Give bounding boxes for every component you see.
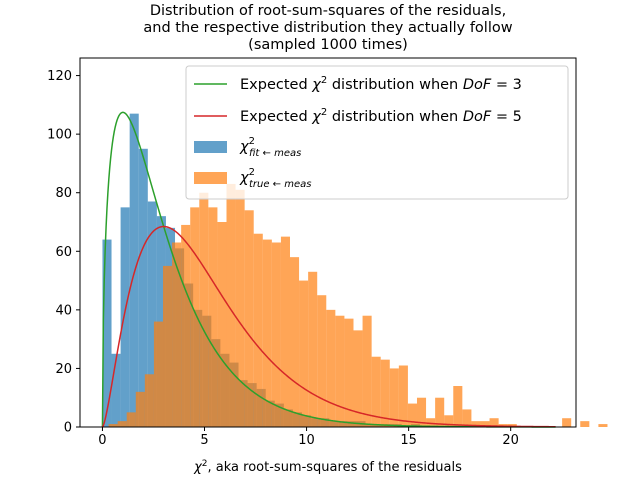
true-histogram-bar: [344, 318, 354, 427]
true-histogram-bar: [244, 210, 254, 427]
y-tick-label: 80: [55, 186, 72, 201]
true-histogram-bar: [507, 424, 517, 427]
true-histogram-bar: [562, 418, 572, 427]
x-tick-label: 10: [298, 433, 315, 448]
true-histogram-bar: [190, 207, 200, 427]
legend-fit-swatch: [194, 141, 227, 153]
tick-marks: 0 5 10 15 20 0 20 40 60 80 100 120: [47, 69, 519, 448]
true-histogram-bar: [416, 397, 427, 427]
chart-title-line-2: and the respective distribution they act…: [143, 20, 512, 36]
fit-histogram-bar: [111, 353, 121, 427]
true-histogram-bar: [407, 403, 417, 427]
true-histogram-bar: [489, 418, 499, 427]
fit-histogram-bar: [147, 201, 157, 427]
true-histogram-bar: [289, 257, 300, 427]
true-histogram-bar: [217, 222, 227, 427]
true-histogram-bar: [326, 309, 336, 427]
true-histogram-bar: [126, 412, 136, 427]
true-histogram-bar: [598, 424, 608, 427]
true-histogram-bar: [262, 239, 272, 427]
legend-dof5-label: Expected χ2 distribution when DoF = 5: [240, 107, 522, 125]
true-histogram-bar: [208, 207, 218, 427]
chart-title: Distribution of root-sum-squares of the …: [143, 3, 512, 53]
true-histogram-bar: [280, 236, 290, 427]
y-tick-label: 60: [55, 245, 72, 260]
true-histogram-bar: [317, 295, 327, 427]
true-histogram-bar: [153, 321, 164, 427]
true-histogram-bar: [181, 224, 191, 427]
fit-histogram-bar: [138, 148, 148, 428]
true-histogram-bar: [144, 374, 154, 427]
true-histogram-bar: [235, 189, 245, 427]
y-tick-label: 100: [47, 128, 72, 143]
true-histogram-bar: [226, 183, 236, 427]
true-histogram-bar: [435, 397, 445, 427]
true-histogram-bar: [580, 421, 590, 427]
true-histogram-bar: [108, 424, 118, 427]
true-histogram-bar: [271, 242, 281, 427]
x-axis-label-text: χ2, aka root-sum-squares of the residual…: [193, 459, 462, 475]
true-histogram-bar: [453, 386, 463, 427]
x-tick-label: 20: [502, 433, 519, 448]
y-tick-label: 40: [55, 303, 72, 318]
true-histogram-bar: [135, 391, 145, 427]
fit-histogram-bar: [120, 207, 130, 427]
true-histogram-bar: [480, 421, 490, 427]
true-histogram-bar: [335, 315, 345, 427]
true-histogram-bar: [444, 415, 454, 427]
chart-title-line-1: Distribution of root-sum-squares of the …: [150, 3, 506, 19]
true-histogram-bar: [299, 280, 309, 427]
x-tick-label: 15: [400, 433, 417, 448]
x-tick-label: 0: [98, 433, 106, 448]
x-axis-label: χ2, aka root-sum-squares of the residual…: [193, 459, 462, 475]
x-tick-label: 5: [200, 433, 208, 448]
true-histogram-bar: [398, 365, 408, 427]
y-tick-label: 20: [55, 362, 72, 377]
legend-box: [185, 65, 569, 200]
true-histogram-bar: [117, 421, 127, 427]
true-histogram-bar: [308, 271, 318, 427]
fit-histogram-bar: [156, 216, 166, 427]
axes-frame: [79, 57, 577, 428]
chart-title-line-3: (sampled 1000 times): [248, 37, 408, 53]
legend-dof3-label: Expected χ2 distribution when DoF = 3: [240, 75, 522, 93]
true-histogram-bar: [163, 265, 173, 427]
true-histogram-bar: [353, 330, 363, 427]
true-histogram-bar: [380, 359, 390, 427]
axes: [79, 57, 577, 428]
true-histogram-bar: [471, 421, 481, 427]
true-histogram-bar: [253, 233, 263, 427]
true-histogram-series: [108, 183, 608, 427]
y-tick-label: 120: [47, 69, 72, 84]
true-histogram-bar: [362, 315, 372, 427]
true-histogram-bar: [462, 409, 472, 427]
legend-fit-label: χ2 fit ← meas: [239, 136, 301, 159]
fit-histogram-bar: [102, 239, 112, 427]
legend-true-label: χ2 true ← meas: [239, 167, 311, 190]
true-histogram-bar: [426, 418, 436, 427]
true-histogram-bar: [199, 192, 209, 427]
legend-true-swatch: [194, 172, 227, 184]
true-histogram-bar: [371, 356, 381, 427]
y-tick-label: 0: [64, 421, 72, 436]
legend: Expected χ2 distribution when DoF = 3 Exp…: [185, 65, 569, 200]
true-histogram-bar: [172, 242, 182, 427]
pdf-line-dof5: [101, 225, 556, 428]
true-histogram-bar: [389, 368, 399, 427]
